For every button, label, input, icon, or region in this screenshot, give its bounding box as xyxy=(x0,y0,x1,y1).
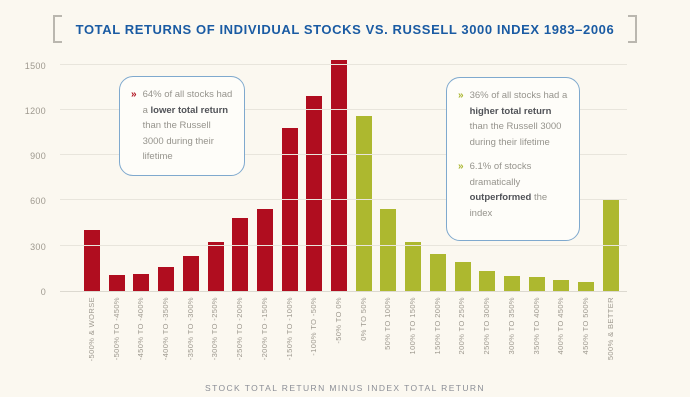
gridline-300 xyxy=(60,244,627,246)
callout-text: 6.1% of stocks dramatically outperformed… xyxy=(469,161,548,219)
bar xyxy=(405,241,422,291)
x-tick-cell: 450% TO 500% xyxy=(578,297,594,377)
bar xyxy=(454,262,471,291)
bar xyxy=(207,241,224,291)
callout-item: » 6.1% of stocks dramatically outperforme… xyxy=(458,159,568,221)
x-tick-cell: 200% TO 250% xyxy=(455,297,471,377)
bar xyxy=(256,208,273,291)
bar xyxy=(306,96,323,291)
x-tick-cell: 0% TO 50% xyxy=(356,297,372,377)
x-tick-label: -350% TO -300% xyxy=(185,297,195,361)
x-tick-label: 250% TO 300% xyxy=(482,297,492,355)
bar xyxy=(158,266,175,291)
x-tick-label: -100% TO -50% xyxy=(309,297,319,356)
x-tick-label: -200% TO -150% xyxy=(259,297,269,361)
bar xyxy=(355,115,372,291)
x-tick-cell: 350% TO 400% xyxy=(529,297,545,377)
bar xyxy=(578,281,595,291)
x-tick-cell: -200% TO -150% xyxy=(257,297,273,377)
double-chevron-icon: » xyxy=(458,90,464,101)
x-tick-label: 450% TO 500% xyxy=(580,297,590,355)
x-tick-label: -250% TO -200% xyxy=(235,297,245,361)
bar xyxy=(429,254,446,291)
x-tick-cell: 500% & BETTER xyxy=(603,297,619,377)
callout-text: 36% of all stocks had a higher total ret… xyxy=(469,90,568,148)
x-tick-cell: -500% & WORSE xyxy=(84,297,100,377)
y-axis: 0 300 600 900 1200 1500 xyxy=(0,58,52,297)
x-tick-cell: 150% TO 200% xyxy=(430,297,446,377)
callout-outperform: » 36% of all stocks had a higher total re… xyxy=(446,77,580,241)
x-tick-cell: -300% TO -250% xyxy=(208,297,224,377)
chart-title: TOTAL RETURNS OF INDIVIDUAL STOCKS VS. R… xyxy=(75,21,615,37)
x-tick-label: 350% TO 400% xyxy=(531,297,541,355)
gridline-900 xyxy=(60,154,627,156)
x-tick-label: -400% TO -350% xyxy=(160,297,170,361)
x-tick-label: 50% TO 100% xyxy=(383,297,393,350)
double-chevron-icon: » xyxy=(131,89,137,100)
x-tick-label: -450% TO -400% xyxy=(136,297,146,361)
y-tick-label: 0 xyxy=(40,287,46,297)
bar xyxy=(528,277,545,291)
x-tick-label: 0% TO 50% xyxy=(358,297,368,341)
x-tick-cell: 250% TO 300% xyxy=(479,297,495,377)
x-tick-cell: -400% TO -350% xyxy=(158,297,174,377)
x-tick-label: 300% TO 350% xyxy=(506,297,516,355)
callout-underperform: » 64% of all stocks had a lower total ret… xyxy=(119,76,245,176)
title-row: TOTAL RETURNS OF INDIVIDUAL STOCKS VS. R… xyxy=(0,12,690,46)
y-tick-label: 1500 xyxy=(24,60,46,71)
bar xyxy=(553,279,570,291)
y-tick-label: 1200 xyxy=(24,105,46,116)
x-tick-cell: 100% TO 150% xyxy=(405,297,421,377)
callout-item: » 64% of all stocks had a lower total ret… xyxy=(131,87,233,165)
x-tick-label: 200% TO 250% xyxy=(457,297,467,355)
plot-area xyxy=(60,58,627,292)
x-tick-label: 100% TO 150% xyxy=(408,297,418,355)
x-tick-cell: -100% TO -50% xyxy=(306,297,322,377)
x-tick-label: 150% TO 200% xyxy=(432,297,442,355)
x-tick-label: -500% TO -450% xyxy=(111,297,121,361)
x-tick-cell: -50% TO 0% xyxy=(331,297,347,377)
x-tick-cell: -500% TO -450% xyxy=(109,297,125,377)
x-tick-label: 500% & BETTER xyxy=(605,297,615,361)
x-tick-cell: -450% TO -400% xyxy=(133,297,149,377)
gridline-1200 xyxy=(60,108,627,110)
double-chevron-icon: » xyxy=(458,161,464,172)
x-tick-label: 400% TO 450% xyxy=(556,297,566,355)
x-tick-cell: 400% TO 450% xyxy=(553,297,569,377)
bar xyxy=(503,275,520,291)
bar xyxy=(108,275,125,291)
bars-row xyxy=(60,58,627,291)
bar xyxy=(331,60,348,291)
y-tick-label: 900 xyxy=(30,151,46,162)
bottom-strip xyxy=(0,397,690,402)
x-axis-title: STOCK TOTAL RETURN MINUS INDEX TOTAL RET… xyxy=(205,383,485,393)
left-bracket-icon xyxy=(52,15,62,43)
callout-text: 64% of all stocks had a lower total retu… xyxy=(142,89,233,162)
x-tick-label: -150% TO -100% xyxy=(284,297,294,361)
bar xyxy=(232,217,249,291)
x-axis: -500% & WORSE -500% TO -450% -450% TO -400… xyxy=(60,297,627,377)
x-tick-cell: 300% TO 350% xyxy=(504,297,520,377)
x-tick-label: -300% TO -250% xyxy=(210,297,220,361)
bar xyxy=(479,270,496,291)
x-tick-cell: -150% TO -100% xyxy=(282,297,298,377)
x-tick-cell: -250% TO -200% xyxy=(232,297,248,377)
y-tick-label: 600 xyxy=(30,196,46,207)
bar xyxy=(281,127,298,291)
x-tick-cell: 50% TO 100% xyxy=(380,297,396,377)
x-tick-label: -500% & WORSE xyxy=(86,297,96,362)
gridline-1500 xyxy=(60,63,627,65)
bar xyxy=(182,256,199,291)
bar xyxy=(84,229,100,291)
gridline-600 xyxy=(60,199,627,201)
callout-item: » 36% of all stocks had a higher total re… xyxy=(458,88,568,150)
bar xyxy=(380,208,397,291)
right-bracket-icon xyxy=(628,15,638,43)
y-tick-label: 300 xyxy=(30,241,46,252)
x-tick-cell: -350% TO -300% xyxy=(183,297,199,377)
bar xyxy=(133,273,150,291)
x-tick-label: -50% TO 0% xyxy=(333,297,343,344)
